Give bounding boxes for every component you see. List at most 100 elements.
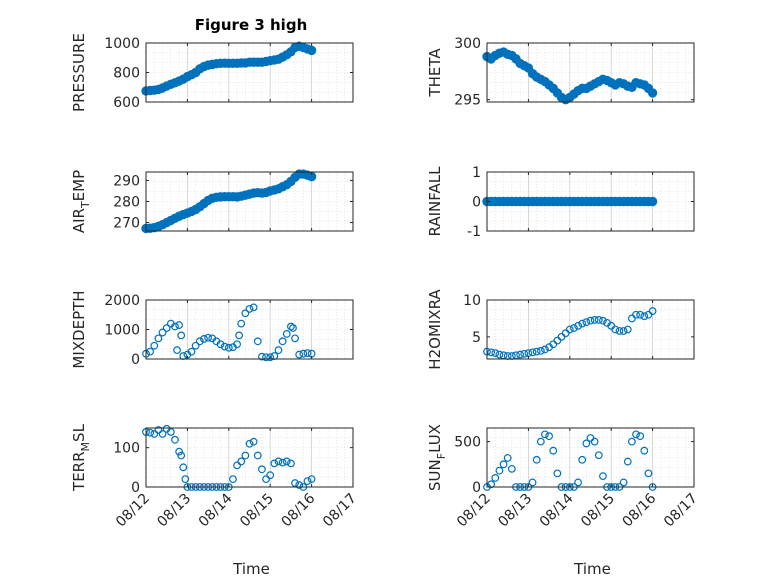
data-point [150,341,159,350]
y-tick-label: 0 [472,480,481,496]
y-tick-label: 5 [472,330,481,346]
x-tick-label: 08/17 [661,491,701,531]
data-point [191,341,200,350]
data-point [623,325,632,334]
data-point [594,451,603,460]
y-tick-label: 295 [454,93,481,109]
x-tick-label: 08/12 [113,491,153,531]
data-point [270,459,279,468]
data-point [644,310,653,319]
data-point [619,327,628,335]
data-point [536,437,545,446]
data-point [553,336,562,345]
data-point [590,316,599,324]
subplot-air-temp: 270 280 290 AIRTEMP [70,169,354,234]
data-point [235,331,244,340]
y-tick-label: 290 [113,173,140,189]
y-tick-label: 10 [463,293,481,309]
data-point [549,446,558,455]
data-point [241,451,250,460]
data-point [237,319,246,328]
y-tick-label: 2000 [104,293,140,309]
y-tick-label: 1000 [104,323,140,339]
data-point [245,304,254,313]
data-point [553,469,562,478]
data-point [173,346,181,355]
data-point [532,347,541,356]
subplot-sun-flux: 0 500 08/12 08/13 08/14 08/15 08/16 08/17 SUNFLU… [426,424,701,578]
data-point [306,45,317,56]
data-point [623,457,632,466]
data-point [615,327,624,335]
data-point [233,461,241,470]
x-axis-label: Time [232,560,270,578]
data-point [282,330,291,338]
data-point [528,478,537,487]
y-tick-label: 280 [113,195,140,211]
data-point [590,437,599,446]
data-point [565,325,574,334]
data-point [291,334,299,343]
data-point [516,350,525,359]
data-point [253,451,262,460]
data-point [574,321,582,330]
subplot-theta: 295 300 THETA [426,36,695,109]
data-point [274,346,283,355]
data-point [611,325,620,334]
subplot-pressure: 600 800 1000 PRESSURE [70,33,354,112]
subplot-terr-msl: 0 100 08/12 08/13 08/14 08/15 08/16 08/17 TERRMS… [70,423,360,578]
data-point [644,469,653,478]
data-point [278,458,287,467]
axes-box [486,42,695,103]
data-point [487,480,496,489]
data-point [594,316,603,324]
data-point [220,342,229,351]
data-point [289,324,297,332]
data-point [229,475,237,484]
axes-box [145,42,354,103]
data-point [245,439,254,448]
data-point [599,472,607,481]
y-axis-label: SUNFLUX [426,424,448,491]
data-point [632,310,640,319]
x-tick-label: 08/15 [578,491,618,531]
data-point [162,324,171,332]
y-axis-label: MIXDEPTH [70,290,88,368]
data-point [200,335,208,343]
y-tick-label: 1000 [104,36,140,52]
y-tick-label: 270 [113,216,140,232]
data-point [636,310,645,319]
data-point [249,303,258,312]
data-point [507,464,516,473]
y-tick-label: 0 [472,195,481,211]
data-point [561,329,570,338]
data-point [578,319,587,328]
y-axis-label: TERRMSL [70,423,92,492]
data-point [270,352,279,360]
data-point [499,460,508,469]
data-point [495,350,504,359]
data-point [648,307,657,315]
data-point [491,349,500,358]
x-tick-label: 08/16 [279,490,319,530]
data-point [491,474,500,482]
y-tick-label: 500 [454,435,481,451]
data-point [282,457,291,466]
y-axis-label: H2OMIXRA [426,289,444,370]
data-point [628,314,636,323]
data-point [266,353,275,362]
data-point [154,426,163,434]
data-point [636,432,645,441]
data-point [175,321,184,329]
data-point [249,437,258,446]
y-tick-label: 300 [454,36,481,52]
data-point [158,328,167,337]
y-axis-label: PRESSURE [70,33,88,112]
y-axis-label: AIRTEMP [70,170,92,233]
subplot-rainfall: -1 0 1 RAINFALL [426,165,695,240]
y-tick-label: -1 [467,224,481,240]
x-tick-label: 08/14 [196,490,236,530]
data-point [253,337,262,346]
data-point [166,428,175,436]
data-point [216,340,225,349]
